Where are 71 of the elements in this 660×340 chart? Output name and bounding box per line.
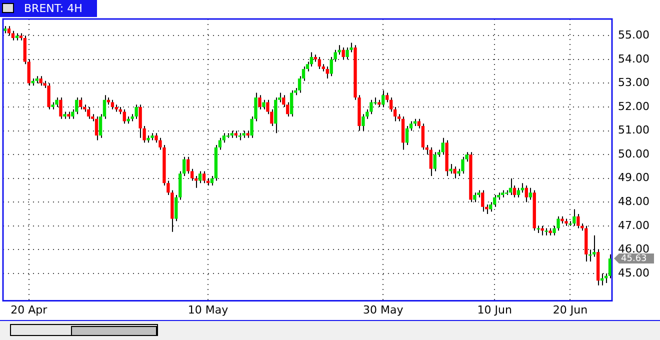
candlestick [262, 99, 266, 110]
candlestick [310, 52, 314, 68]
candlestick [154, 132, 158, 144]
y-tick-label: 52.00 [618, 100, 650, 113]
text: 45.63 [621, 254, 647, 264]
x-tick-label: 10 May [188, 303, 229, 316]
candlestick [441, 137, 444, 156]
y-tick-label: 45.00 [618, 266, 650, 280]
candlestick [55, 96, 58, 108]
y-tick-label: 55.00 [618, 28, 650, 42]
candlestick [449, 164, 452, 174]
candlestick [370, 99, 373, 115]
candlestick [110, 99, 114, 110]
y-tick-label: 54.00 [618, 52, 650, 66]
candlestick [122, 108, 126, 124]
candlestick [528, 187, 532, 200]
x-tick-label: 20 Apr [10, 303, 48, 316]
candlestick [202, 170, 206, 184]
candlestick [186, 156, 190, 174]
candlestick [238, 132, 242, 141]
candlestick [492, 194, 496, 208]
candlestick [453, 166, 456, 179]
chart-title: BRENT: 4H [24, 1, 82, 17]
candlestick [592, 234, 596, 258]
candlestick [258, 94, 262, 110]
candlestick [7, 26, 11, 36]
candlestick [138, 104, 142, 138]
candlestick [342, 47, 345, 60]
candlestick [334, 49, 337, 62]
candlestick [389, 96, 393, 112]
y-tick-label: 51.00 [618, 124, 650, 137]
candlestick [401, 116, 405, 150]
candlestick [86, 106, 90, 120]
candlestick [39, 76, 42, 86]
y-tick-label: 46.00 [618, 242, 650, 256]
candlestick [572, 208, 576, 226]
x-tick-label: 30 May [363, 303, 404, 316]
candlestick [198, 170, 202, 184]
candlestick [600, 272, 604, 286]
candlestick [338, 44, 341, 56]
y-tick-label: 47.00 [618, 218, 650, 232]
candlestick [608, 254, 612, 279]
candlestick [556, 216, 560, 232]
candlestick [75, 96, 78, 115]
candlestick [461, 156, 464, 174]
candlestick [362, 114, 365, 132]
candlestick [290, 90, 294, 117]
candlestick [405, 126, 409, 146]
x-tick-label: 10 Jun [477, 303, 512, 316]
candlestick [134, 104, 138, 120]
candlestick [346, 47, 349, 60]
candlestick [429, 146, 432, 176]
candlestick [318, 56, 322, 70]
candlestick [421, 123, 425, 150]
candlestick [382, 90, 385, 108]
y-tick-label: 49.00 [618, 171, 650, 184]
y-tick-label: 50.00 [618, 147, 650, 160]
candlestick [274, 96, 278, 134]
y-tick-label: 53.00 [618, 76, 650, 90]
candlestick [473, 192, 476, 203]
candlestick [59, 96, 62, 120]
y-tick-label: 48.00 [618, 194, 650, 208]
candlestick [330, 56, 333, 77]
candlestick [94, 116, 98, 141]
candlestick [516, 187, 520, 198]
x-tick-label: 20 Jun [552, 303, 588, 316]
candlestick [47, 82, 50, 110]
candlestick [433, 152, 436, 172]
candlestick [524, 184, 528, 203]
candlestick [79, 96, 82, 110]
candlestick [481, 190, 484, 212]
